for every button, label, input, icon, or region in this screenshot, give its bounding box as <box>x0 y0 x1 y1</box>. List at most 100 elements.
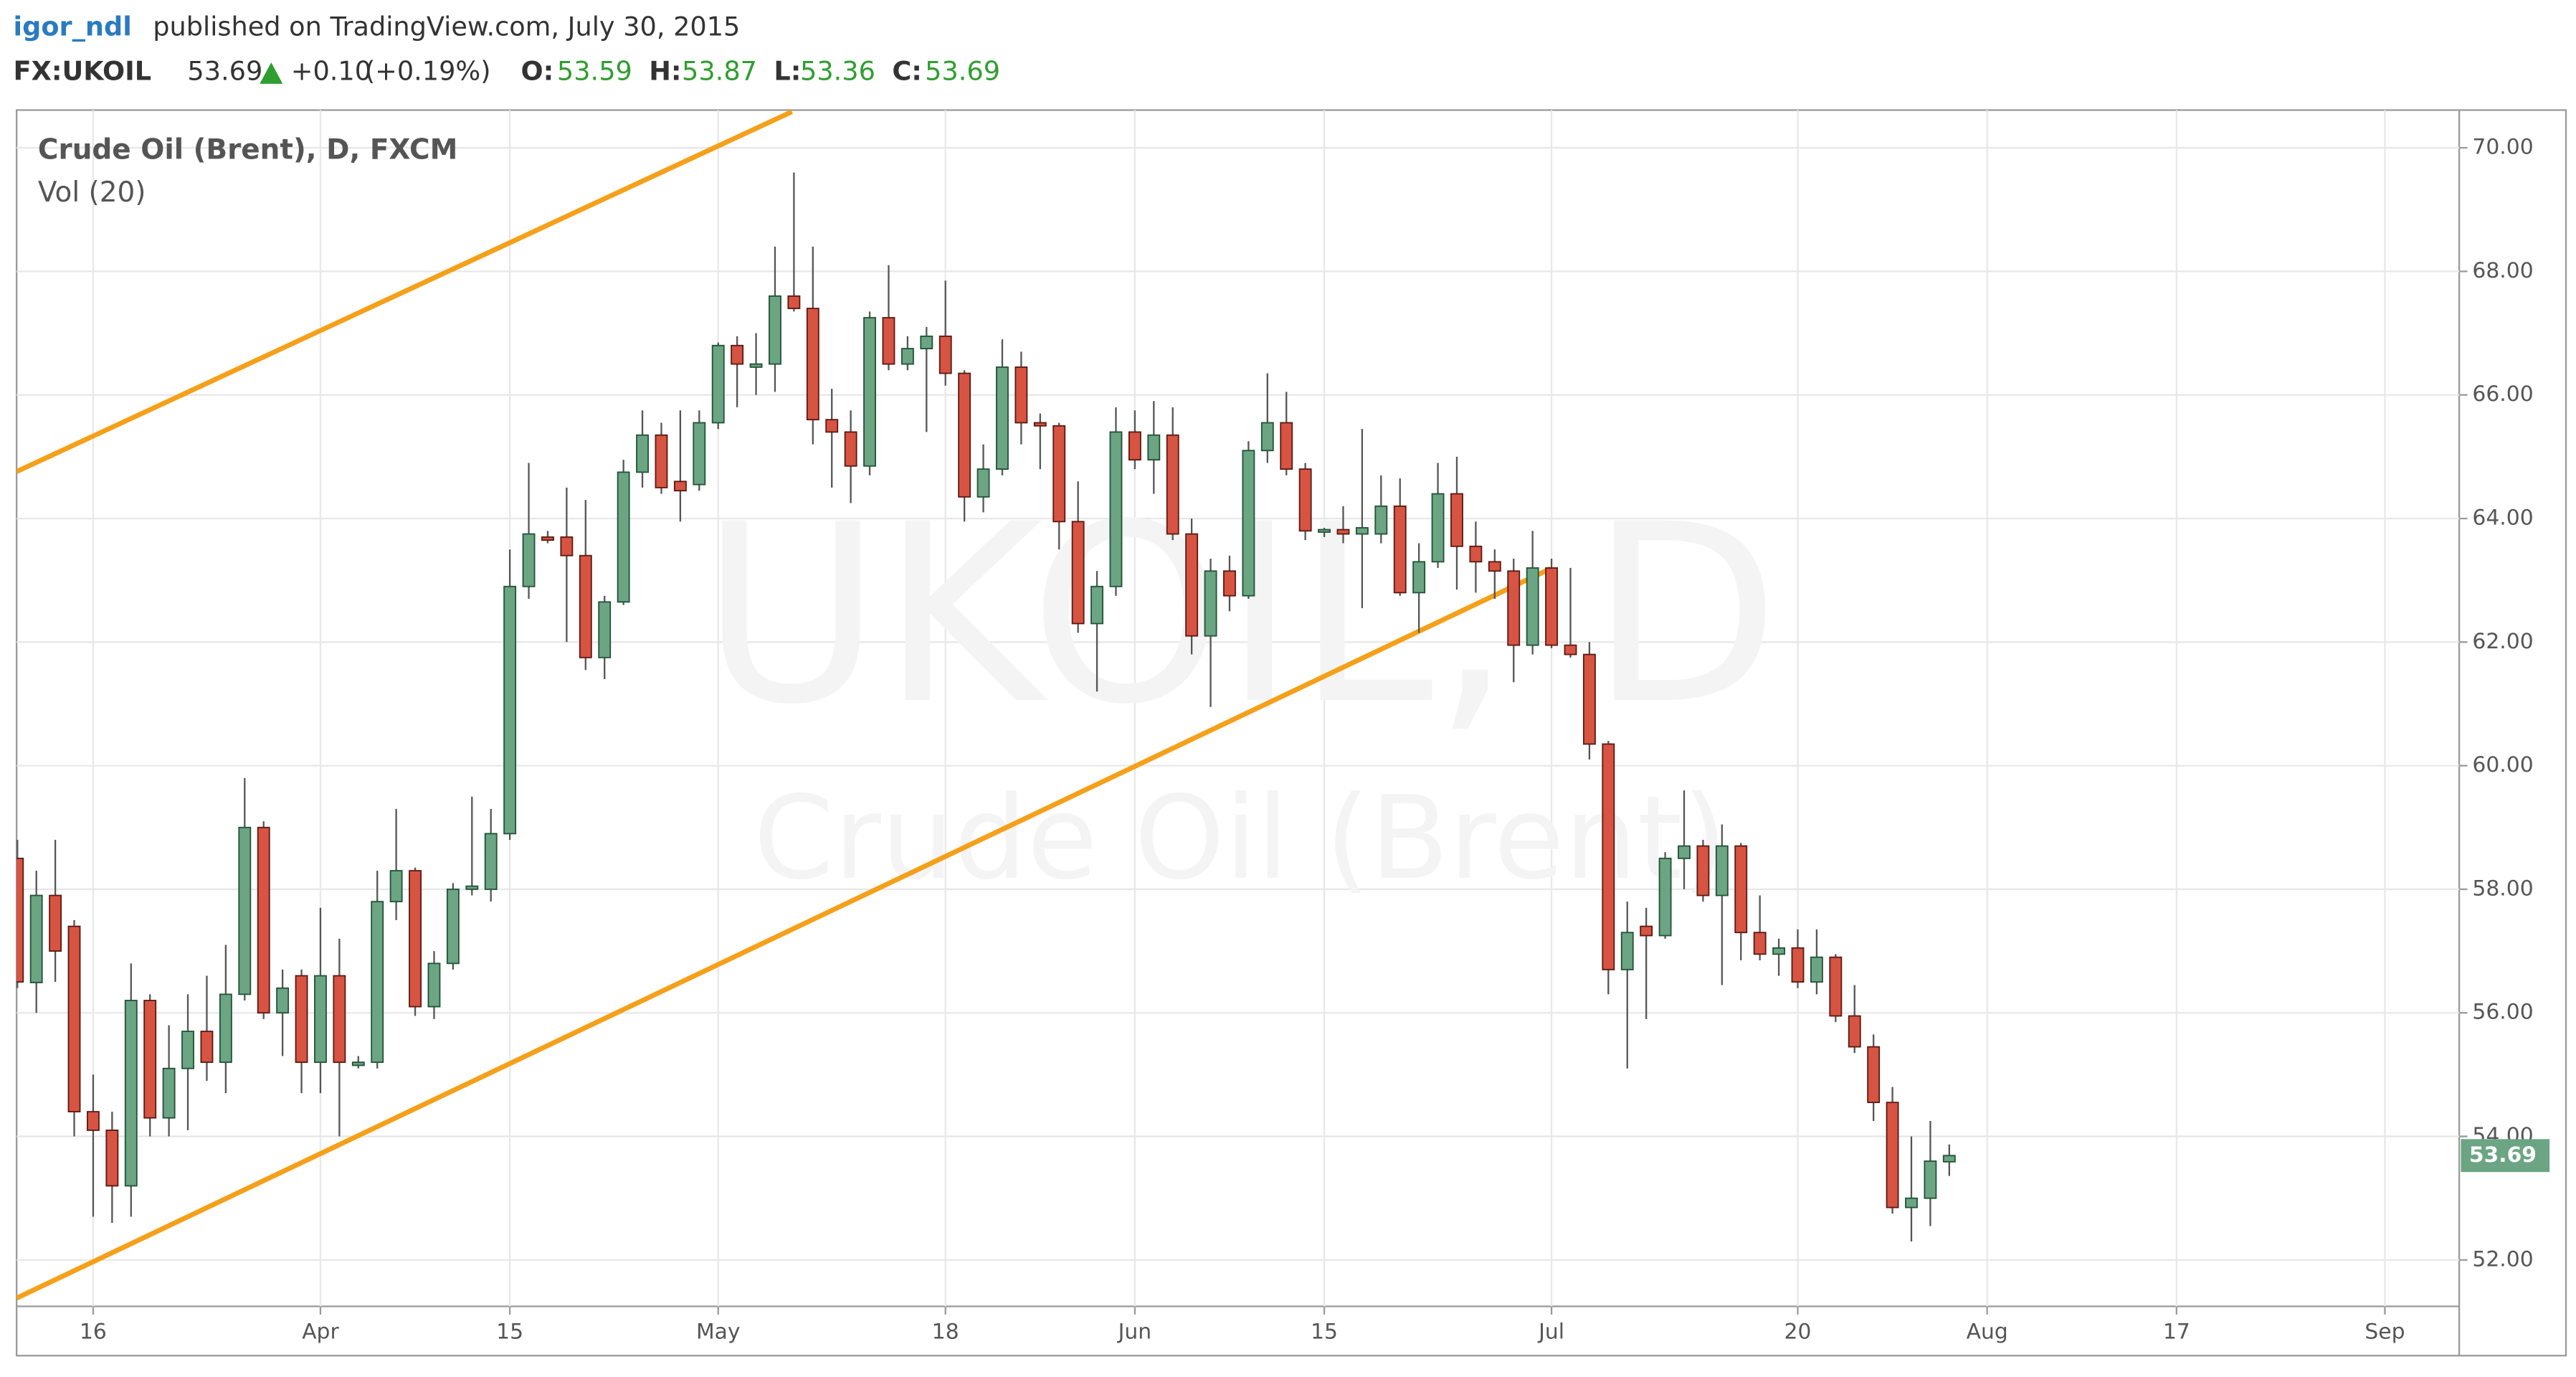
x-tick-label: Jul <box>1537 1320 1564 1345</box>
candle-body <box>1014 366 1028 424</box>
candle-body <box>825 419 839 433</box>
candle-body <box>1867 1046 1881 1104</box>
candle-body <box>1185 533 1199 637</box>
candle-body <box>1128 431 1141 461</box>
axes: 52.0054.0056.0058.0060.0062.0064.0066.00… <box>80 135 2550 1345</box>
y-tick-label: 60.00 <box>2472 752 2533 777</box>
x-tick-label: 15 <box>1311 1320 1338 1345</box>
candle-body <box>1905 1197 1918 1208</box>
candle-body <box>276 987 290 1014</box>
candle-body <box>617 471 630 603</box>
candles <box>16 172 1956 1242</box>
candle-body <box>87 1111 100 1131</box>
candle-body <box>105 1130 119 1187</box>
chart-title: Crude Oil (Brent), D, FXCM <box>38 133 457 166</box>
published: published on TradingView.com, July 30, 2… <box>153 11 740 42</box>
candle-body <box>1658 857 1672 937</box>
candle-body <box>711 344 725 424</box>
candle-body <box>863 317 876 467</box>
candle-body <box>579 554 592 658</box>
candle-body <box>1564 644 1577 656</box>
candle-body <box>124 1000 138 1187</box>
candle-body <box>1582 653 1596 745</box>
candle-body <box>1052 425 1066 523</box>
candle-body <box>769 295 781 365</box>
candle-body <box>1886 1102 1899 1208</box>
candle-body <box>465 885 479 890</box>
change: +0.10 <box>291 55 371 86</box>
close-value: 53.69 <box>925 55 1000 86</box>
candle-body <box>598 601 612 658</box>
trend-line <box>16 110 794 474</box>
candle-body <box>731 344 744 365</box>
y-tick-label: 66.00 <box>2472 382 2533 407</box>
candle-body <box>219 993 232 1064</box>
candle-body <box>1602 743 1615 970</box>
candle-body <box>1829 956 1843 1017</box>
candle-body <box>143 1000 157 1119</box>
low-label: L: <box>774 55 801 86</box>
chart-subtitle: Vol (20) <box>38 176 146 209</box>
candle-body <box>1109 431 1123 587</box>
candle-body <box>1393 505 1407 594</box>
candle-body <box>522 533 536 587</box>
candle-body <box>636 434 649 473</box>
y-tick-label: 64.00 <box>2472 505 2533 530</box>
candle-body <box>541 536 554 541</box>
candle-body <box>503 585 517 835</box>
candle-body <box>1545 567 1559 646</box>
x-tick-label: May <box>696 1320 741 1345</box>
candle-body <box>1734 845 1748 934</box>
x-tick-label: Apr <box>302 1320 339 1345</box>
last-price: 53.69 <box>187 55 262 86</box>
change-pct: (+0.19%) <box>365 55 491 86</box>
candle-body <box>1412 561 1426 594</box>
candle-body <box>1318 529 1331 533</box>
candle-body <box>806 308 819 421</box>
candle-body <box>1242 450 1255 597</box>
candle-body <box>1298 468 1312 532</box>
candle-body <box>67 925 81 1113</box>
publisher[interactable]: igor_ndl <box>14 11 132 42</box>
open-value: 53.59 <box>557 55 632 86</box>
candle-body <box>351 1061 365 1066</box>
candle-body <box>1166 434 1179 535</box>
candle-body <box>976 468 990 498</box>
candle-body <box>1090 585 1103 625</box>
y-tick-label: 58.00 <box>2472 876 2533 901</box>
y-tick-label: 56.00 <box>2472 1000 2533 1025</box>
candle-body <box>787 295 801 309</box>
candle-body <box>1620 932 1634 970</box>
watermark-sub: Crude Oil (Brent) <box>754 771 1727 905</box>
candle-body <box>1526 567 1539 646</box>
x-tick-label: 15 <box>496 1320 523 1345</box>
candle-body <box>484 833 498 890</box>
candle-body <box>958 372 971 498</box>
candle-body <box>1431 493 1445 563</box>
candle-body <box>1715 845 1729 896</box>
candle-body <box>1204 570 1217 637</box>
candle-body <box>16 857 24 983</box>
candle-body <box>200 1031 214 1064</box>
candle-body <box>1450 493 1463 547</box>
x-tick-label: Sep <box>2364 1320 2405 1345</box>
candle-body <box>673 481 687 492</box>
candle-body <box>1223 570 1236 597</box>
candle-body <box>427 962 441 1008</box>
candle-body <box>560 536 574 557</box>
candle-body <box>1071 521 1085 625</box>
candle-body <box>257 826 270 1014</box>
candle-body <box>996 366 1009 470</box>
candle-body <box>1848 1015 1861 1048</box>
x-tick-label: 16 <box>80 1320 107 1345</box>
watermark: UKOIL, D <box>701 472 1780 759</box>
high-label: H: <box>649 55 681 86</box>
candle-body <box>49 894 62 952</box>
x-tick-label: Jun <box>1117 1320 1152 1345</box>
grid <box>16 110 2460 1307</box>
candle-body <box>1810 956 1823 983</box>
x-tick-label: 17 <box>2163 1320 2190 1345</box>
symbol: FX:UKOIL <box>14 55 152 86</box>
